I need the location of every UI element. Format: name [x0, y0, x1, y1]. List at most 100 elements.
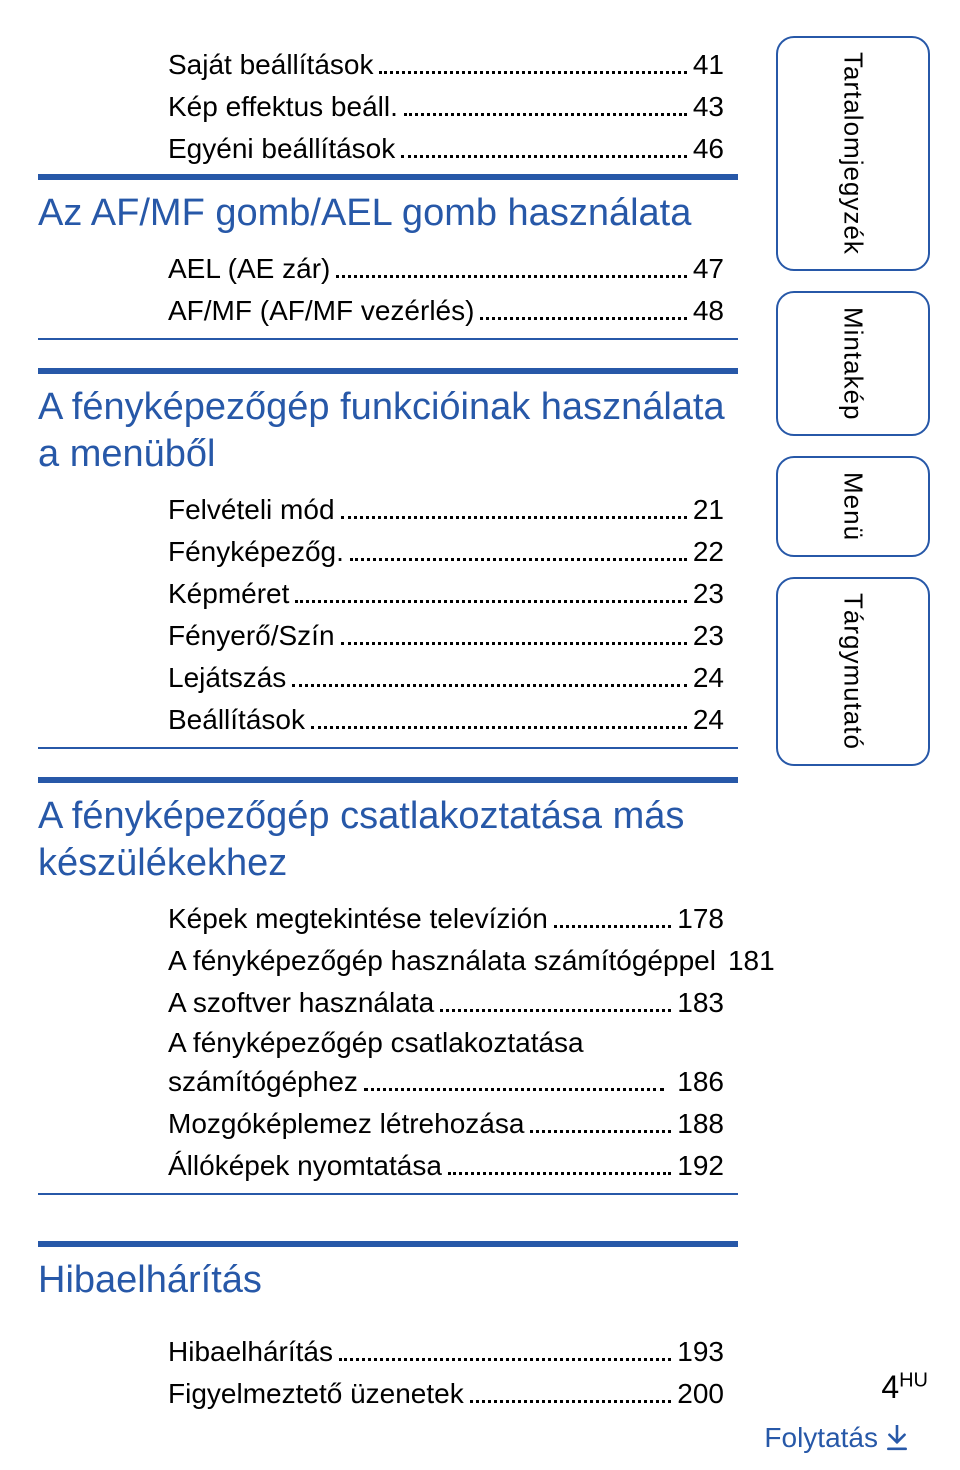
tab-sample-image[interactable]: Mintakép: [776, 291, 930, 437]
toc-entry[interactable]: A fényképezőgép használata számítógéppel…: [168, 940, 724, 982]
section-rule: [38, 174, 738, 180]
toc-leader-dots: [350, 558, 687, 561]
toc-entry[interactable]: Beállítások 24: [168, 699, 724, 741]
toc-entry-label: Beállítások: [168, 699, 305, 741]
toc-entry-page: 21: [693, 489, 724, 531]
toc-leader-dots: [341, 642, 687, 645]
toc-leader-dots: [530, 1130, 671, 1133]
tab-label: Tartalomjegyzék: [838, 52, 869, 255]
toc-entry[interactable]: Kép effektus beáll. 43: [168, 86, 724, 128]
toc-leader-dots: [554, 925, 672, 928]
tab-label: Mintakép: [838, 307, 869, 421]
toc-entry[interactable]: Egyéni beállítások 46: [168, 128, 724, 170]
toc-entry[interactable]: Fényképezőg. 22: [168, 531, 724, 573]
toc-entry-label: AEL (AE zár): [168, 248, 330, 290]
toc-entry[interactable]: Fényerő/Szín 23: [168, 615, 724, 657]
toc-leader-dots: [448, 1172, 671, 1175]
toc-entry-label: Saját beállítások: [168, 44, 373, 86]
toc-entry[interactable]: AEL (AE zár) 47: [168, 248, 724, 290]
toc-entry[interactable]: Hibaelhárítás 193: [168, 1331, 724, 1373]
tab-contents[interactable]: Tartalomjegyzék: [776, 36, 930, 271]
toc-entry[interactable]: A fényképezőgép csatlakoztatása számítóg…: [168, 1024, 724, 1104]
toc-entry-page: 23: [693, 615, 724, 657]
toc-leader-dots: [295, 600, 686, 603]
continue-link[interactable]: Folytatás: [764, 1422, 908, 1454]
toc-leader-dots: [336, 275, 687, 278]
toc-entry-label: AF/MF (AF/MF vezérlés): [168, 290, 474, 332]
toc-entry-page: 47: [693, 248, 724, 290]
section-heading: A fényképezőgép csatlakoztatása más kész…: [38, 793, 738, 888]
toc-entry-label: Mozgóképlemez létrehozása: [168, 1103, 524, 1145]
page-number-locale: HU: [899, 1369, 928, 1391]
toc-entry-page: 43: [693, 86, 724, 128]
toc-entry-label: A szoftver használata: [168, 982, 434, 1024]
toc-entry-label: Hibaelhárítás: [168, 1331, 333, 1373]
section-heading: Hibaelhárítás: [38, 1257, 738, 1305]
page-number-value: 4: [881, 1369, 899, 1405]
toc-leader-dots: [379, 71, 686, 74]
toc-entry-page: 183: [677, 982, 724, 1024]
toc-leader-dots: [440, 1009, 671, 1012]
toc-entry-page: 48: [693, 290, 724, 332]
toc-leader-dots: [341, 516, 687, 519]
manual-toc-page: Saját beállítások 41 Kép effektus beáll.…: [0, 0, 960, 1470]
toc-entry-label: Felvételi mód: [168, 489, 335, 531]
toc-entry-page: 23: [693, 573, 724, 615]
tab-label: Tárgymutató: [838, 593, 869, 750]
tab-menu[interactable]: Menü: [776, 456, 930, 557]
toc-entry-page: 24: [693, 657, 724, 699]
toc-entry[interactable]: A szoftver használata 183: [168, 982, 724, 1024]
section-heading: Az AF/MF gomb/AEL gomb használata: [38, 190, 738, 238]
toc-entry-page: 186: [670, 1061, 725, 1103]
toc-leader-dots: [292, 684, 687, 687]
section-rule: [38, 368, 738, 374]
toc-group: Képek megtekintése televízión178 A fényk…: [38, 898, 738, 1188]
toc-entry-label: Fényerő/Szín: [168, 615, 335, 657]
toc-group: Hibaelhárítás 193 Figyelmeztető üzenetek2…: [38, 1331, 738, 1415]
toc-entry-page: 181: [728, 940, 775, 982]
toc-group: AEL (AE zár) 47 AF/MF (AF/MF vezérlés) 4…: [38, 248, 738, 332]
toc-entry-page: 192: [677, 1145, 724, 1187]
toc-entry-label: Lejátszás: [168, 657, 286, 699]
continue-label: Folytatás: [764, 1422, 878, 1454]
section-rule: [38, 777, 738, 783]
tab-label: Menü: [838, 472, 869, 541]
toc-entry[interactable]: AF/MF (AF/MF vezérlés) 48: [168, 290, 724, 332]
toc-entry-page: 22: [693, 531, 724, 573]
page-number: 4HU: [881, 1369, 928, 1406]
section-rule-thin: [38, 747, 738, 749]
arrow-down-icon: [886, 1425, 908, 1451]
toc-content: Saját beállítások 41 Kép effektus beáll.…: [38, 44, 738, 1415]
section-rule-thin: [38, 338, 738, 340]
toc-entry-label: A fényképezőgép használata számítógéppel: [168, 940, 716, 982]
side-tabs: Tartalomjegyzék Mintakép Menü Tárgymutat…: [776, 36, 930, 786]
toc-entry-label: Kép effektus beáll.: [168, 86, 398, 128]
toc-entry-page: 200: [677, 1373, 724, 1415]
toc-leader-dots: [470, 1400, 672, 1403]
toc-entry[interactable]: Képméret 23: [168, 573, 724, 615]
toc-leader-dots: [404, 113, 687, 116]
toc-entry[interactable]: Figyelmeztető üzenetek200: [168, 1373, 724, 1415]
toc-entry-page: 46: [693, 128, 724, 170]
toc-leader-dots: [311, 726, 687, 729]
toc-entry-page: 188: [677, 1103, 724, 1145]
toc-entry[interactable]: Mozgóképlemez létrehozása 188: [168, 1103, 724, 1145]
toc-leader-dots: [401, 155, 687, 158]
toc-entry-page: 41: [693, 44, 724, 86]
section-heading: A fényképezőgép funkcióinak használata a…: [38, 384, 738, 479]
toc-entry[interactable]: Állóképek nyomtatása192: [168, 1145, 724, 1187]
toc-entry[interactable]: Képek megtekintése televízión178: [168, 898, 724, 940]
toc-group: Felvételi mód 21 Fényképezőg. 22 Képméret 2…: [38, 489, 738, 741]
toc-entry-label: Képméret: [168, 573, 289, 615]
toc-entry-label: Fényképezőg.: [168, 531, 344, 573]
toc-entry-label: A fényképezőgép csatlakoztatása: [168, 1024, 584, 1062]
toc-entry[interactable]: Saját beállítások 41: [168, 44, 724, 86]
toc-entry[interactable]: Felvételi mód 21: [168, 489, 724, 531]
toc-entry-page: 193: [677, 1331, 724, 1373]
toc-entry[interactable]: Lejátszás 24: [168, 657, 724, 699]
section-rule-thin: [38, 1193, 738, 1195]
toc-leader-dots: [480, 317, 686, 320]
toc-leader-dots: [339, 1358, 671, 1361]
tab-index[interactable]: Tárgymutató: [776, 577, 930, 766]
toc-entry-page: 24: [693, 699, 724, 741]
